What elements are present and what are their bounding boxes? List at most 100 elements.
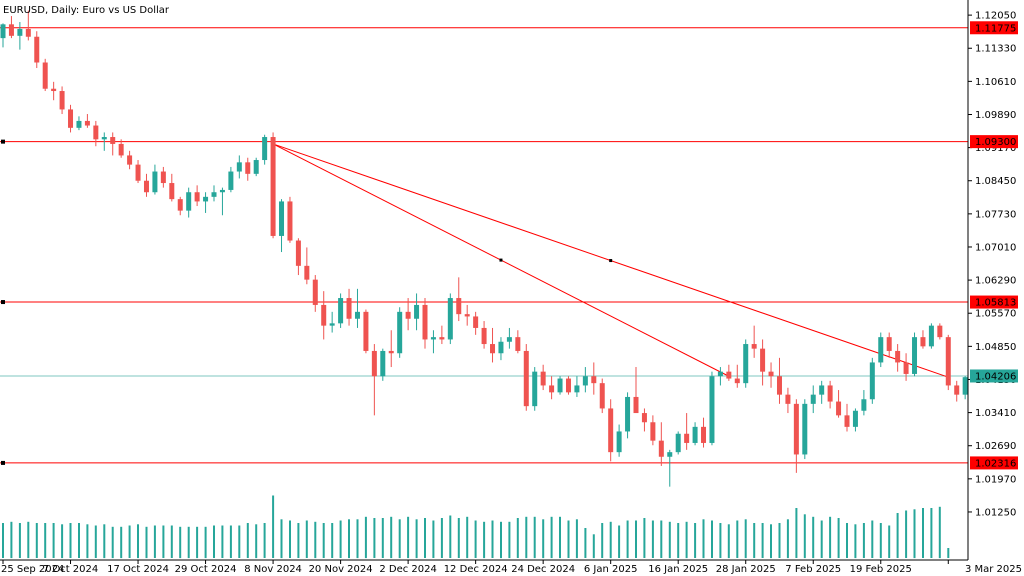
volume-bar xyxy=(592,534,595,559)
candle-body xyxy=(928,325,934,347)
candle-body xyxy=(295,240,301,266)
candle-body xyxy=(34,36,40,63)
volume-bar xyxy=(466,516,469,559)
time-tick-label: 29 Oct 2024 xyxy=(175,564,237,575)
volume-bar xyxy=(94,525,97,558)
volume-bar xyxy=(69,523,72,558)
volume-bar xyxy=(373,518,376,558)
volume-bar xyxy=(86,524,89,559)
volume-bar xyxy=(457,518,460,558)
volume-bar xyxy=(381,518,384,558)
candle-body xyxy=(523,350,529,407)
level-price-tag-label: 1.11775 xyxy=(975,23,1016,34)
candle-body xyxy=(565,378,571,393)
volume-bar xyxy=(44,523,47,558)
volume-bar xyxy=(314,521,317,559)
volume-bar xyxy=(289,520,291,558)
volume-bar xyxy=(694,523,697,558)
candle-body xyxy=(709,376,715,443)
volume-bar xyxy=(322,523,325,558)
volume-bar xyxy=(229,525,232,558)
time-tick-label: 8 Nov 2024 xyxy=(244,564,302,575)
candle-body xyxy=(591,376,597,384)
candle-body xyxy=(194,192,200,202)
candle-body xyxy=(802,403,808,455)
candle-body xyxy=(920,337,926,347)
volume-bar xyxy=(668,521,671,559)
volume-bar xyxy=(744,519,747,559)
price-tick-label: 1.07730 xyxy=(975,209,1016,220)
volume-bar xyxy=(78,523,80,558)
candle-body xyxy=(937,325,943,338)
candle-body xyxy=(684,433,690,443)
candle-body xyxy=(228,171,234,190)
price-tags: 1.11775 1.09300 1.05813 1.02316 1.04206 xyxy=(970,21,1018,470)
candle-body xyxy=(506,337,512,342)
volume-bar xyxy=(795,508,798,558)
candle-body xyxy=(25,28,31,37)
price-tick-label: 1.04850 xyxy=(975,342,1016,353)
level-price-tag-label: 1.09300 xyxy=(975,137,1016,148)
current-price-tag-label: 1.04206 xyxy=(975,371,1016,382)
volume-bar xyxy=(601,523,604,558)
volume-bar xyxy=(255,524,258,559)
volume-bar xyxy=(280,519,283,559)
candle-body xyxy=(203,196,209,202)
volume-bar xyxy=(213,525,215,558)
candle-body xyxy=(304,265,310,280)
volume-bar xyxy=(905,510,908,558)
candle-body xyxy=(177,199,183,211)
candle-body xyxy=(616,431,622,453)
time-tick-label: 12 Dec 2024 xyxy=(444,564,508,575)
candle-body xyxy=(743,344,749,384)
volume-bar xyxy=(221,525,224,558)
volume-bar xyxy=(812,516,815,559)
price-tick-label: 1.05570 xyxy=(975,309,1016,320)
volume-bar xyxy=(137,524,139,559)
volume-bar xyxy=(204,526,207,559)
volume-bar xyxy=(550,516,553,559)
time-tick-label: 6 Jan 2025 xyxy=(584,564,638,575)
candle-body xyxy=(127,155,133,165)
volume-bar xyxy=(196,526,199,559)
candle-body xyxy=(152,171,158,193)
candle-body xyxy=(68,109,74,128)
volume-bar xyxy=(331,523,334,558)
candle-body xyxy=(574,385,580,393)
time-tick-label: 20 Nov 2024 xyxy=(309,564,373,575)
volume-bar xyxy=(575,519,578,559)
candle-body xyxy=(608,408,614,453)
volume-bar xyxy=(922,508,924,558)
volume-bar xyxy=(424,518,426,558)
price-tick-label: 1.09890 xyxy=(975,110,1016,121)
candle-body xyxy=(599,383,605,409)
candle-body xyxy=(143,180,149,193)
level-anchor-point xyxy=(1,139,5,144)
candle-body xyxy=(219,189,225,193)
candle-body xyxy=(760,348,766,372)
volume-bar xyxy=(846,523,848,558)
candle-body xyxy=(8,24,14,36)
level-price-tag xyxy=(970,456,1018,470)
volume-bar xyxy=(35,523,38,558)
candle-body xyxy=(236,162,242,172)
candle-body xyxy=(84,120,90,126)
candle-body xyxy=(776,376,782,395)
volume-bar xyxy=(542,519,545,559)
price-tick-label: 1.06290 xyxy=(975,276,1016,287)
volume-bar xyxy=(938,506,941,559)
volume-bar xyxy=(18,523,21,558)
volume-bar xyxy=(272,495,275,558)
candle-body xyxy=(380,350,386,377)
candle-body xyxy=(903,362,909,374)
volume-bar xyxy=(803,514,806,559)
candle-body xyxy=(51,88,57,92)
candle-body xyxy=(515,337,521,351)
candle-body xyxy=(160,171,166,184)
time-tick-label: 17 Oct 2024 xyxy=(107,564,169,575)
volume-bar xyxy=(677,523,680,558)
price-tick-label: 1.07010 xyxy=(975,242,1016,253)
